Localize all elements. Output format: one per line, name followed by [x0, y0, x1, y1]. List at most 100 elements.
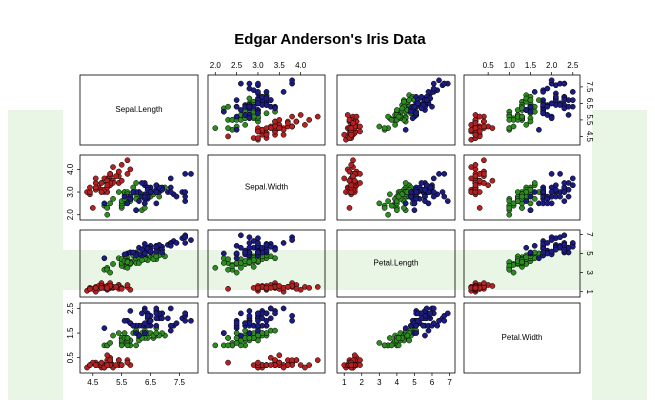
point [444, 310, 451, 317]
point [415, 317, 421, 324]
point [341, 175, 348, 182]
point [246, 330, 253, 336]
point [481, 157, 487, 164]
point [561, 97, 568, 103]
point [441, 80, 448, 87]
point [259, 330, 266, 336]
point [173, 320, 180, 327]
point [130, 322, 137, 329]
point [246, 259, 253, 265]
point [289, 357, 295, 364]
point [422, 198, 428, 204]
point [381, 342, 388, 349]
point [481, 118, 487, 125]
point [182, 310, 189, 317]
point [225, 266, 231, 273]
point [212, 125, 219, 131]
point [531, 189, 538, 195]
point [255, 359, 261, 366]
point [118, 362, 125, 368]
point [110, 332, 116, 339]
x-tick-label: 5 [412, 378, 417, 387]
panel [207, 154, 326, 221]
x-tick-label: 7.5 [174, 378, 186, 387]
point [159, 315, 165, 322]
point [153, 315, 160, 322]
point [348, 182, 355, 189]
point [569, 97, 576, 103]
point [101, 200, 108, 207]
point [441, 317, 448, 324]
point [153, 248, 160, 255]
point [113, 284, 119, 290]
point [250, 263, 257, 270]
point [92, 184, 99, 191]
point [255, 240, 261, 246]
point [173, 240, 180, 246]
point [444, 198, 451, 204]
point [272, 327, 278, 334]
point [548, 171, 555, 177]
point [430, 320, 437, 327]
point [159, 249, 165, 256]
point [561, 80, 568, 87]
point [476, 128, 483, 135]
point [408, 189, 414, 195]
point [115, 168, 122, 175]
chart-title: Edgar Anderson's Iris Data [234, 31, 426, 48]
point [489, 125, 496, 131]
point [255, 322, 261, 329]
point [182, 234, 189, 241]
point [115, 330, 122, 336]
point [357, 180, 363, 186]
point [167, 242, 174, 249]
point [238, 332, 244, 339]
point [104, 182, 111, 189]
point [413, 189, 420, 195]
point [519, 259, 525, 265]
point [536, 255, 542, 262]
x-tick-label: 4.5 [87, 378, 99, 387]
point [402, 325, 409, 332]
x-tick-label: 2.5 [567, 61, 579, 70]
point [388, 117, 395, 123]
y-tick-label: 1.5 [66, 327, 75, 339]
point [408, 108, 414, 115]
point [280, 305, 287, 312]
point [233, 97, 240, 103]
point [124, 259, 131, 265]
point [139, 246, 145, 253]
point [167, 305, 174, 312]
point [141, 320, 148, 327]
point [350, 120, 356, 127]
point [182, 189, 189, 195]
point [510, 269, 517, 276]
point [306, 362, 313, 368]
y-tick-label: 7 [585, 232, 594, 237]
point [544, 200, 551, 207]
point [276, 117, 283, 123]
point [255, 249, 261, 256]
point [436, 77, 442, 84]
point [276, 359, 283, 366]
point [121, 330, 128, 336]
point [423, 97, 430, 103]
point [267, 362, 274, 368]
point [130, 249, 137, 256]
point [233, 255, 240, 262]
point [267, 97, 274, 103]
point [118, 342, 125, 349]
point [255, 128, 261, 135]
point [531, 180, 538, 186]
point [246, 103, 253, 110]
point [472, 131, 479, 138]
point [98, 285, 105, 291]
x-tick-label: 1.0 [504, 61, 516, 70]
point [569, 89, 576, 95]
point [246, 308, 253, 314]
y-tick-label: 4.0 [66, 163, 75, 175]
point [238, 107, 244, 113]
point [472, 173, 479, 180]
point [153, 322, 160, 329]
